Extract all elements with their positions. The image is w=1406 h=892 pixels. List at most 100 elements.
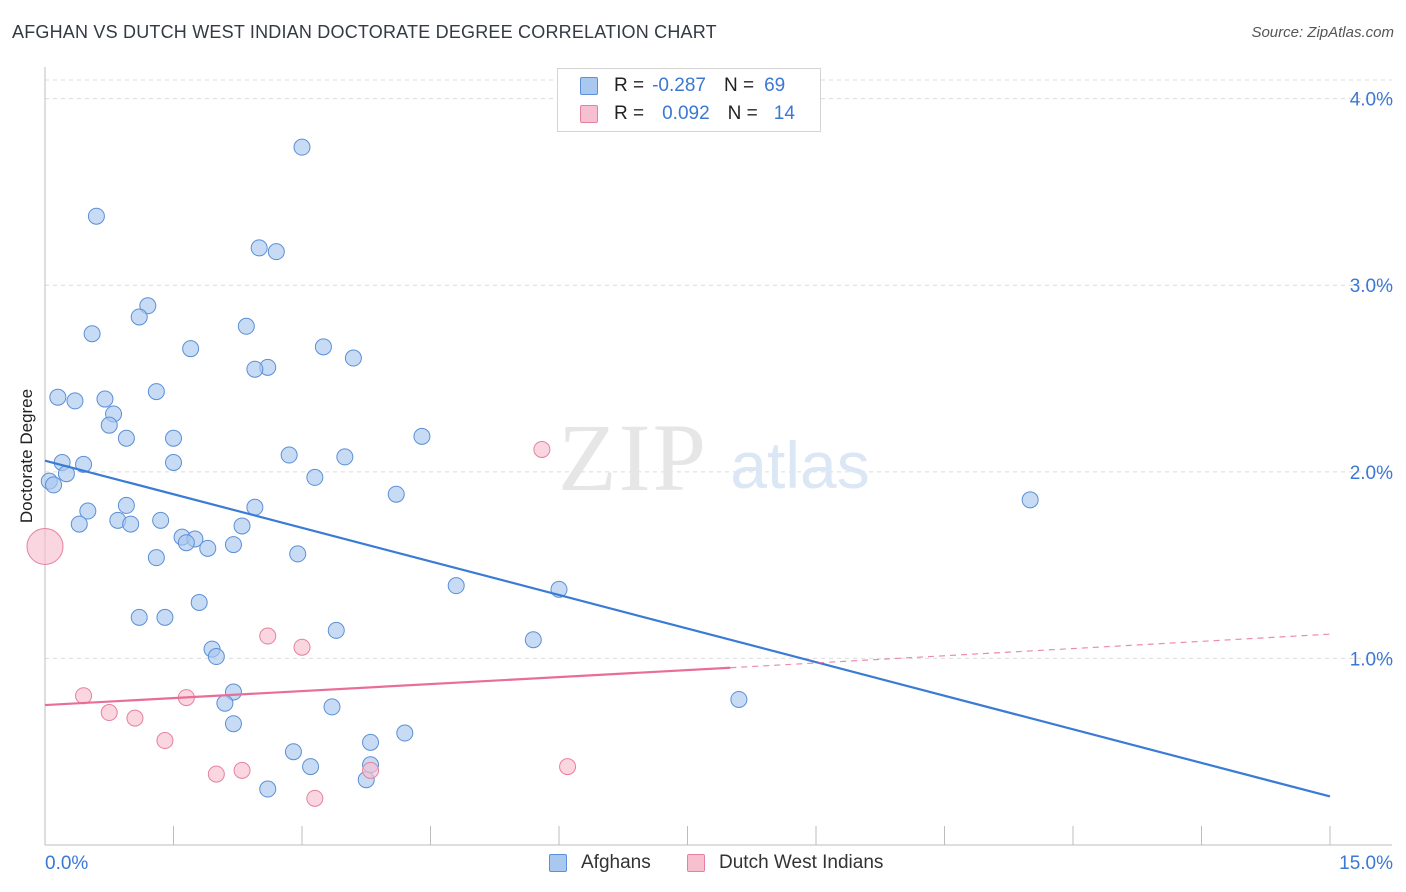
legend-swatch-dutch [580,105,598,123]
dutch-point [207,765,225,783]
y-tick-label: 3.0% [1350,276,1393,297]
stats-legend: R = -0.287 N = 69 R = 0.092 N = 14 [557,68,821,132]
dutch-trend-line [44,666,731,707]
dutch-point [156,732,174,750]
dutch-point [233,761,251,779]
dutch-point [559,758,577,776]
afghan-point [344,349,362,367]
afghans-trend-line [44,459,1331,798]
afghan-point [302,758,320,776]
afghan-point [190,593,208,611]
dutch-point [533,440,551,458]
afghan-point [314,338,332,356]
series-label-afghans: Afghans [581,852,651,873]
afghan-point [1021,491,1039,509]
dutch-point [75,687,93,705]
afghan-point [199,539,217,557]
afghan-point [87,207,105,225]
y-tick-label: 1.0% [1350,649,1393,670]
legend-n-value: 69 [764,75,786,96]
afghan-point [224,536,242,554]
x-tick-label: 15.0% [1339,853,1393,874]
afghan-point [280,446,298,464]
afghan-point [147,383,165,401]
dutch-point [293,638,311,656]
afghan-point [130,608,148,626]
watermark: ZIP atlas [558,404,870,511]
legend-r-value: 0.092 [662,103,710,124]
afghan-point [730,690,748,708]
series-swatch-afghans [549,854,567,872]
series-legend: Afghans Dutch West Indians [0,852,1406,878]
afghan-point [96,390,114,408]
legend-n-label: N = [727,103,758,124]
legend-row-afghans: R = -0.287 N = 69 [580,73,785,99]
dutch-point [362,761,380,779]
legend-n-label: N = [723,75,755,96]
chart-title: AFGHAN VS DUTCH WEST INDIAN DOCTORATE DE… [12,22,717,42]
afghan-point [165,454,182,471]
legend-r-value: -0.287 [652,75,706,96]
afghan-point [79,502,97,520]
x-tick-label: 0.0% [45,853,88,874]
afghan-point [66,392,84,410]
afghan-point [233,517,251,535]
afghan-point [165,429,182,447]
legend-r-label: R = [614,103,645,124]
afghan-point [75,455,93,473]
afghan-point [83,325,101,343]
afghan-point [246,360,264,378]
afghan-point [182,340,200,358]
y-axis-label: Doctorate Degree [17,388,36,524]
watermark-zip: ZIP [558,404,708,511]
afghan-point [447,577,465,595]
chart-source: Source: ZipAtlas.com [1251,24,1394,41]
dutch-point [126,709,144,727]
axes [44,67,1392,846]
watermark-atlas: atlas [730,428,869,502]
afghans-points [40,138,1039,798]
dutch-point [100,704,118,722]
afghan-point [336,448,354,466]
afghan-point [237,317,255,335]
y-tick-label: 2.0% [1350,463,1393,484]
dutch-point [259,627,277,645]
afghan-point [156,608,174,626]
afghan-point [284,743,302,761]
afghan-point [139,297,157,315]
afghan-point [130,308,148,326]
series-legend-afghans: Afghans [549,852,651,874]
afghan-point [259,780,277,798]
afghan-point [100,416,118,434]
afghan-point [49,388,67,406]
afghan-point [306,468,324,486]
afghan-point [250,239,268,257]
series-legend-dutch: Dutch West Indians [687,852,883,874]
afghan-point [289,545,307,563]
afghan-point [147,549,165,567]
afghan-point [224,715,242,733]
afghan-point [45,476,63,494]
afghan-point [362,733,380,751]
afghan-point [396,724,414,742]
afghan-point [207,648,225,666]
afghan-point [216,694,234,712]
afghan-point [122,515,140,533]
afghan-point [177,534,195,552]
afghan-point [70,515,88,533]
trend-lines [44,459,1331,798]
y-tick-label: 4.0% [1350,90,1393,111]
afghan-point [152,511,170,529]
afghan-point [327,621,345,639]
afghan-point [117,496,135,514]
legend-row-dutch: R = 0.092 N = 14 [580,101,795,127]
afghan-point [293,138,311,156]
afghan-point [117,429,135,447]
afghan-point [413,427,431,445]
legend-n-value: 14 [773,103,795,124]
legend-r-label: R = [614,75,645,96]
dutch-point [306,789,324,807]
afghan-point [267,243,285,261]
afghan-point [323,698,341,716]
